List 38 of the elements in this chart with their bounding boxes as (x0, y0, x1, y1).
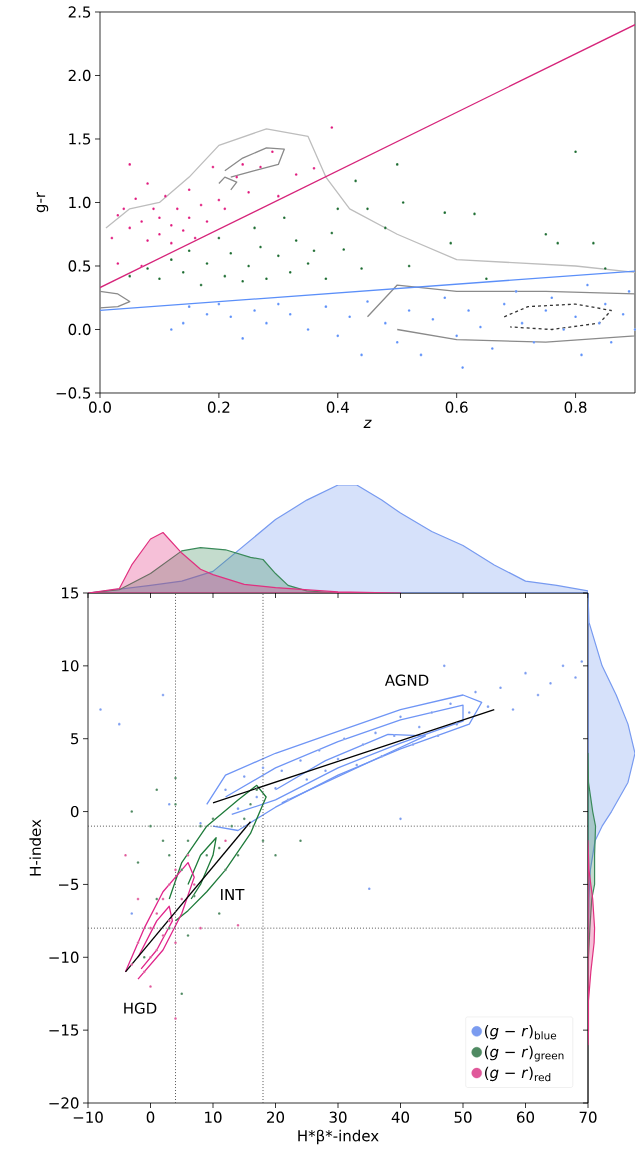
x-axis-title: z (363, 419, 372, 428)
y-tick-label: 1.5 (69, 133, 91, 145)
y-tick-label: −10 (49, 951, 79, 963)
x-tick-label: 40 (391, 1111, 410, 1123)
y-tick-label: −0.5 (56, 387, 91, 399)
y-tick-label: −5 (58, 878, 79, 891)
y-tick-label: 0.5 (68, 260, 91, 272)
x-axis-title: H*β*-index (298, 1129, 379, 1145)
y-axis-title: H-index (29, 819, 41, 876)
x-tick-label: 20 (267, 1111, 285, 1123)
x-tick-label: 30 (329, 1111, 347, 1123)
y-tick-label: 0 (70, 805, 79, 818)
y-axis-title: g-r (36, 191, 49, 213)
annotation: INT (221, 888, 245, 900)
x-tick-label: 0.6 (445, 401, 468, 413)
x-tick-label: 0.0 (89, 401, 111, 413)
x-tick-label: 0.8 (564, 401, 587, 413)
y-tick-label: 15 (62, 587, 79, 599)
y-tick-label: 10 (62, 660, 79, 672)
y-tick-label: 2.5 (68, 6, 91, 18)
legend-label: (g − r)$_{green}$ (485, 1045, 564, 1062)
x-tick-label: 60 (517, 1111, 535, 1123)
y-tick-label: −15 (49, 1024, 79, 1036)
annotation: HGD (124, 1002, 157, 1014)
x-tick-label: 0 (146, 1111, 155, 1123)
x-tick-label: 70 (579, 1111, 597, 1123)
y-tick-label: 0.0 (68, 323, 91, 336)
x-tick-label: 50 (454, 1111, 472, 1123)
y-tick-label: 2.0 (68, 69, 91, 82)
legend-label: (g − r)$_{blue}$ (485, 1024, 557, 1040)
legend-label: (g − r)$_{red}$ (485, 1066, 551, 1082)
x-tick-label: 10 (205, 1111, 222, 1123)
annotation: AGND (384, 674, 429, 686)
x-tick-label: 0.2 (207, 401, 230, 413)
y-tick-label: −20 (49, 1097, 79, 1109)
y-tick-label: 1.0 (69, 196, 91, 209)
y-tick-label: 5 (71, 733, 79, 745)
x-tick-label: 0.4 (326, 401, 349, 413)
